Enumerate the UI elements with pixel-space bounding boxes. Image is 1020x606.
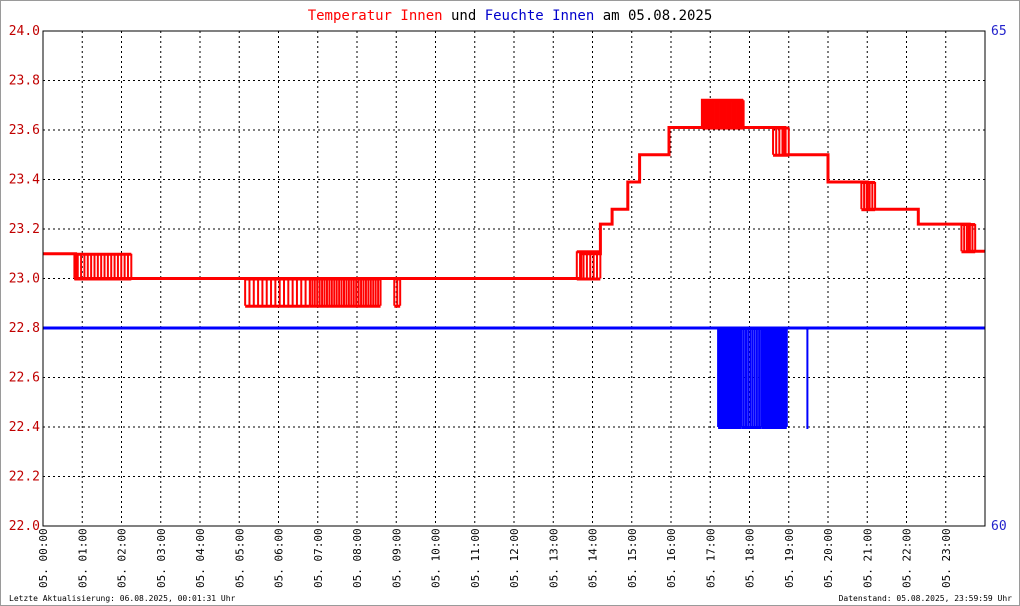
y-left-tick-label: 22.0 xyxy=(9,519,40,534)
y-left-tick-label: 22.2 xyxy=(9,470,40,485)
series-band-top xyxy=(961,223,976,227)
chart-title: Temperatur Innen und Feuchte Innen am 05… xyxy=(308,8,713,24)
title-segment: und xyxy=(443,8,485,24)
x-tick-label: 05. 16:00 xyxy=(665,528,678,588)
y-left-tick-label: 22.4 xyxy=(9,420,40,435)
x-tick-label: 05. 04:00 xyxy=(194,528,207,588)
x-tick-label: 05. 03:00 xyxy=(155,528,168,588)
x-tick-label: 05. 23:00 xyxy=(940,528,953,588)
x-tick-label: 05. 20:00 xyxy=(822,528,835,588)
series-band-bottom xyxy=(761,426,787,429)
series-layer xyxy=(43,98,985,429)
title-segment: am 05.08.2025 xyxy=(594,8,712,24)
plot-frame xyxy=(42,30,986,527)
x-tick-label: 05. 22:00 xyxy=(901,528,914,588)
series-band-top xyxy=(576,250,601,254)
series-band-top xyxy=(702,99,744,103)
x-tick-label: 05. 09:00 xyxy=(390,528,403,588)
x-tick-label: 05. 10:00 xyxy=(430,528,443,588)
series-band-top xyxy=(74,252,132,256)
x-tick-label: 05. 14:00 xyxy=(587,528,600,588)
series-band-bottom xyxy=(806,426,809,429)
series-band-bottom xyxy=(773,153,789,157)
x-tick-label: 05. 08:00 xyxy=(351,528,364,588)
series-band-bottom xyxy=(309,304,381,308)
series-band-top xyxy=(861,180,876,184)
series-band-top xyxy=(773,126,789,130)
x-tick-label: 05. 11:00 xyxy=(469,528,482,588)
x-tick-label: 05. 18:00 xyxy=(744,528,757,588)
series-band-top xyxy=(718,327,742,330)
x-tick-label: 05. 12:00 xyxy=(508,528,521,588)
x-tick-label: 05. 17:00 xyxy=(704,528,717,588)
footer-data-state: Datenstand: 05.08.2025, 23:59:59 Uhr xyxy=(839,594,1013,603)
series-band-bottom xyxy=(245,304,310,308)
title-segment: Temperatur Innen xyxy=(308,8,443,24)
x-tick-label: 05. 01:00 xyxy=(76,528,89,588)
series-band-bottom xyxy=(961,250,976,254)
series-band-bottom xyxy=(741,426,762,429)
x-tick-label: 05. 06:00 xyxy=(273,528,286,588)
y-right-tick-label: 65 xyxy=(991,24,1007,39)
series-band-top xyxy=(761,327,787,330)
x-tick-label: 05. 15:00 xyxy=(626,528,639,588)
y-left-tick-label: 23.6 xyxy=(9,123,40,138)
x-tick-label: 05. 19:00 xyxy=(783,528,796,588)
y-left-tick-label: 24.0 xyxy=(9,24,40,39)
series-band-bottom xyxy=(394,304,401,308)
title-segment: Feuchte Innen xyxy=(485,8,595,24)
footer-last-update: Letzte Aktualisierung: 06.08.2025, 00:01… xyxy=(9,594,236,603)
humidity-series xyxy=(43,326,985,429)
series-band-top xyxy=(245,277,310,281)
series-band-top xyxy=(394,277,401,281)
y-left-tick-label: 22.8 xyxy=(9,321,40,336)
series-band-top xyxy=(741,327,762,330)
series-band-bottom xyxy=(861,208,876,212)
series-band-bottom xyxy=(702,126,744,130)
series-band-bottom xyxy=(718,426,742,429)
x-tick-label: 05. 02:00 xyxy=(116,528,129,588)
x-tick-label: 05. 00:00 xyxy=(37,528,50,588)
y-left-tick-label: 23.2 xyxy=(9,222,40,237)
series-band-top xyxy=(309,277,381,281)
series-band-bottom xyxy=(74,277,132,281)
x-tick-label: 05. 21:00 xyxy=(861,528,874,588)
ticks-layer: 22.0 22.2 22.4 22.6 22.8 23.0 23.2 23.4 23.6 23.8… xyxy=(9,24,1007,588)
x-tick-label: 05. 07:00 xyxy=(312,528,325,588)
y-left-tick-label: 22.6 xyxy=(9,371,40,386)
y-left-tick-label: 23.8 xyxy=(9,74,40,89)
y-left-tick-label: 23.0 xyxy=(9,272,40,287)
y-right-tick-label: 60 xyxy=(991,519,1007,534)
temperature-series xyxy=(43,98,985,308)
x-tick-label: 05. 13:00 xyxy=(547,528,560,588)
y-left-tick-label: 23.4 xyxy=(9,173,40,188)
x-tick-label: 05. 05:00 xyxy=(233,528,246,588)
series-band-top xyxy=(806,327,809,330)
series-band-bottom xyxy=(576,277,601,281)
